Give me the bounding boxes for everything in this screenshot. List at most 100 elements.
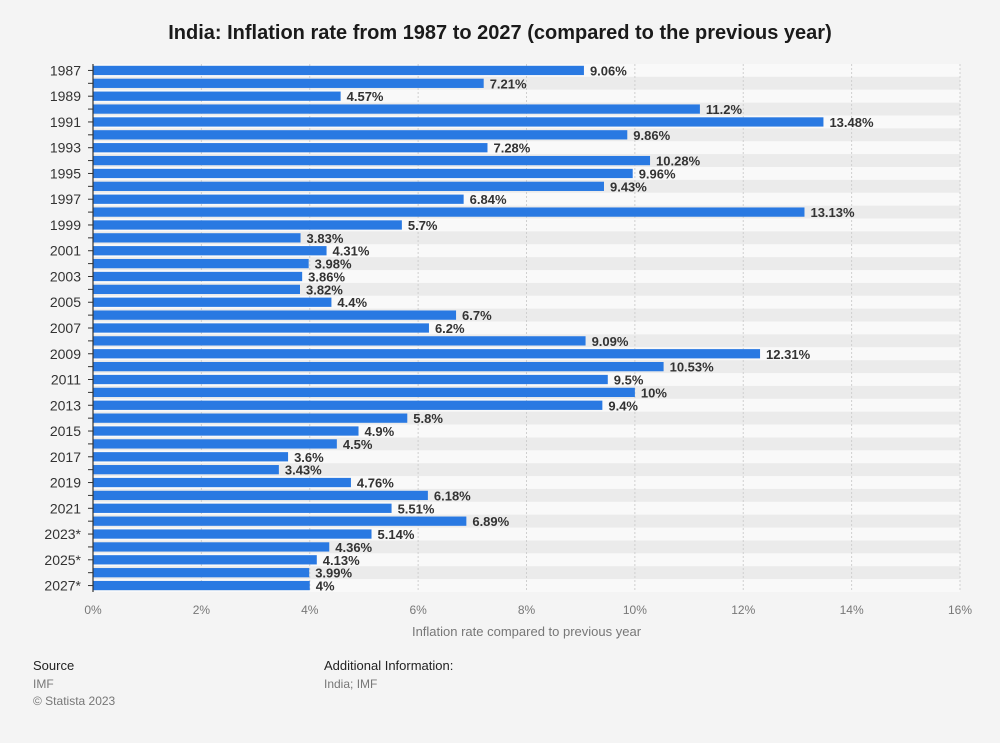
bar	[93, 130, 628, 140]
bar	[93, 284, 300, 295]
x-tick-label: 4%	[301, 603, 319, 617]
y-category-label: 2021	[50, 500, 81, 516]
bar	[93, 155, 651, 166]
bar	[93, 78, 484, 88]
x-tick-label: 16%	[948, 603, 972, 617]
y-category-label: 2005	[50, 294, 81, 310]
bar	[93, 503, 392, 513]
data-label: 6.2%	[435, 321, 465, 336]
y-category-label: 1991	[50, 114, 81, 130]
bar	[93, 65, 584, 76]
bar	[93, 529, 372, 539]
copyright: © Statista 2023	[33, 694, 116, 708]
additional-info-text: India; IMF	[324, 677, 378, 691]
data-label: 3.6%	[294, 450, 324, 465]
x-tick-label: 2%	[193, 603, 211, 617]
y-category-label: 2013	[50, 397, 81, 413]
data-label: 9.4%	[608, 398, 638, 413]
y-category-label: 2003	[50, 268, 81, 284]
bar	[93, 413, 408, 423]
data-label: 13.48%	[829, 115, 874, 130]
data-label: 3.83%	[307, 231, 344, 246]
additional-info-block: Additional Information: India; IMF	[324, 658, 453, 693]
y-category-label: 2017	[50, 449, 81, 465]
bar	[93, 91, 341, 101]
y-category-label: 1999	[50, 217, 81, 233]
bar	[93, 580, 310, 591]
y-category-label: 1997	[50, 191, 81, 207]
bar	[93, 194, 464, 204]
bar	[93, 387, 635, 398]
y-category-label: 1995	[50, 165, 81, 181]
y-category-label: 2009	[50, 346, 81, 362]
x-tick-label: 12%	[731, 603, 755, 617]
x-tick-label: 10%	[623, 603, 647, 617]
bar	[93, 361, 664, 372]
x-tick-label: 8%	[518, 603, 536, 617]
x-tick-label: 6%	[409, 603, 427, 617]
x-tick-label: 14%	[840, 603, 864, 617]
x-tick-label: 0%	[84, 603, 102, 617]
y-category-label: 2015	[50, 423, 81, 439]
bar	[93, 349, 761, 359]
y-category-label: 2011	[51, 372, 81, 388]
bar	[93, 439, 337, 449]
data-label: 7.28%	[493, 141, 530, 156]
y-category-label: 2027*	[44, 578, 81, 594]
bar	[93, 117, 824, 127]
bar	[93, 477, 351, 488]
data-label: 6.89%	[472, 514, 509, 529]
bar	[93, 452, 289, 462]
bar	[93, 220, 402, 230]
bar	[93, 233, 301, 243]
bar	[93, 143, 488, 153]
bar	[93, 516, 467, 526]
y-category-label: 2019	[50, 475, 81, 491]
chart-title: India: Inflation rate from 1987 to 2027 …	[168, 22, 832, 44]
bar	[93, 374, 608, 385]
bar	[93, 490, 428, 501]
source-block: Source IMF © Statista 2023	[33, 658, 115, 710]
data-label: 12.31%	[766, 347, 811, 362]
data-label: 10%	[641, 385, 667, 400]
data-label: 5.8%	[413, 411, 443, 426]
bar	[93, 336, 586, 346]
y-category-label: 2007	[50, 320, 81, 336]
data-label: 5.7%	[408, 218, 438, 233]
data-label: 4%	[316, 579, 335, 594]
data-label: 5.51%	[398, 501, 435, 516]
data-label: 10.53%	[670, 360, 715, 375]
data-label: 3.98%	[315, 257, 352, 272]
data-label: 9.96%	[639, 166, 676, 181]
data-label: 4.13%	[323, 553, 360, 568]
data-label: 9.86%	[633, 128, 670, 143]
data-label: 4.76%	[357, 476, 394, 491]
y-category-label: 1993	[50, 140, 81, 156]
data-label: 4.9%	[365, 424, 395, 439]
data-label: 9.5%	[614, 373, 644, 388]
data-label: 9.06%	[590, 63, 627, 78]
bar	[93, 323, 429, 333]
bar	[93, 181, 604, 191]
data-label: 6.7%	[462, 308, 492, 323]
bar	[93, 297, 332, 307]
data-label: 10.28%	[656, 154, 701, 169]
bar	[93, 400, 603, 410]
data-label: 9.09%	[592, 334, 629, 349]
source-heading: Source	[33, 658, 75, 673]
bar-chart: 0% 2% 4% 6% 8% 10% 12% 14% 16% 9.06% 7.21% 4.57% 11.…	[44, 62, 972, 639]
bar	[93, 465, 279, 475]
bar	[93, 426, 359, 436]
data-label: 9.43%	[610, 179, 647, 194]
data-label: 11.2%	[706, 102, 743, 117]
data-label: 5.14%	[378, 527, 415, 542]
data-label: 3.86%	[308, 269, 345, 284]
y-category-label: 2001	[50, 243, 81, 259]
data-label: 6.84%	[470, 192, 507, 207]
y-category-label: 2023*	[44, 526, 81, 542]
data-label: 3.82%	[306, 282, 343, 297]
bar	[93, 168, 633, 179]
data-label: 3.43%	[285, 463, 322, 478]
bar	[93, 542, 330, 552]
data-label: 4.57%	[347, 89, 384, 104]
